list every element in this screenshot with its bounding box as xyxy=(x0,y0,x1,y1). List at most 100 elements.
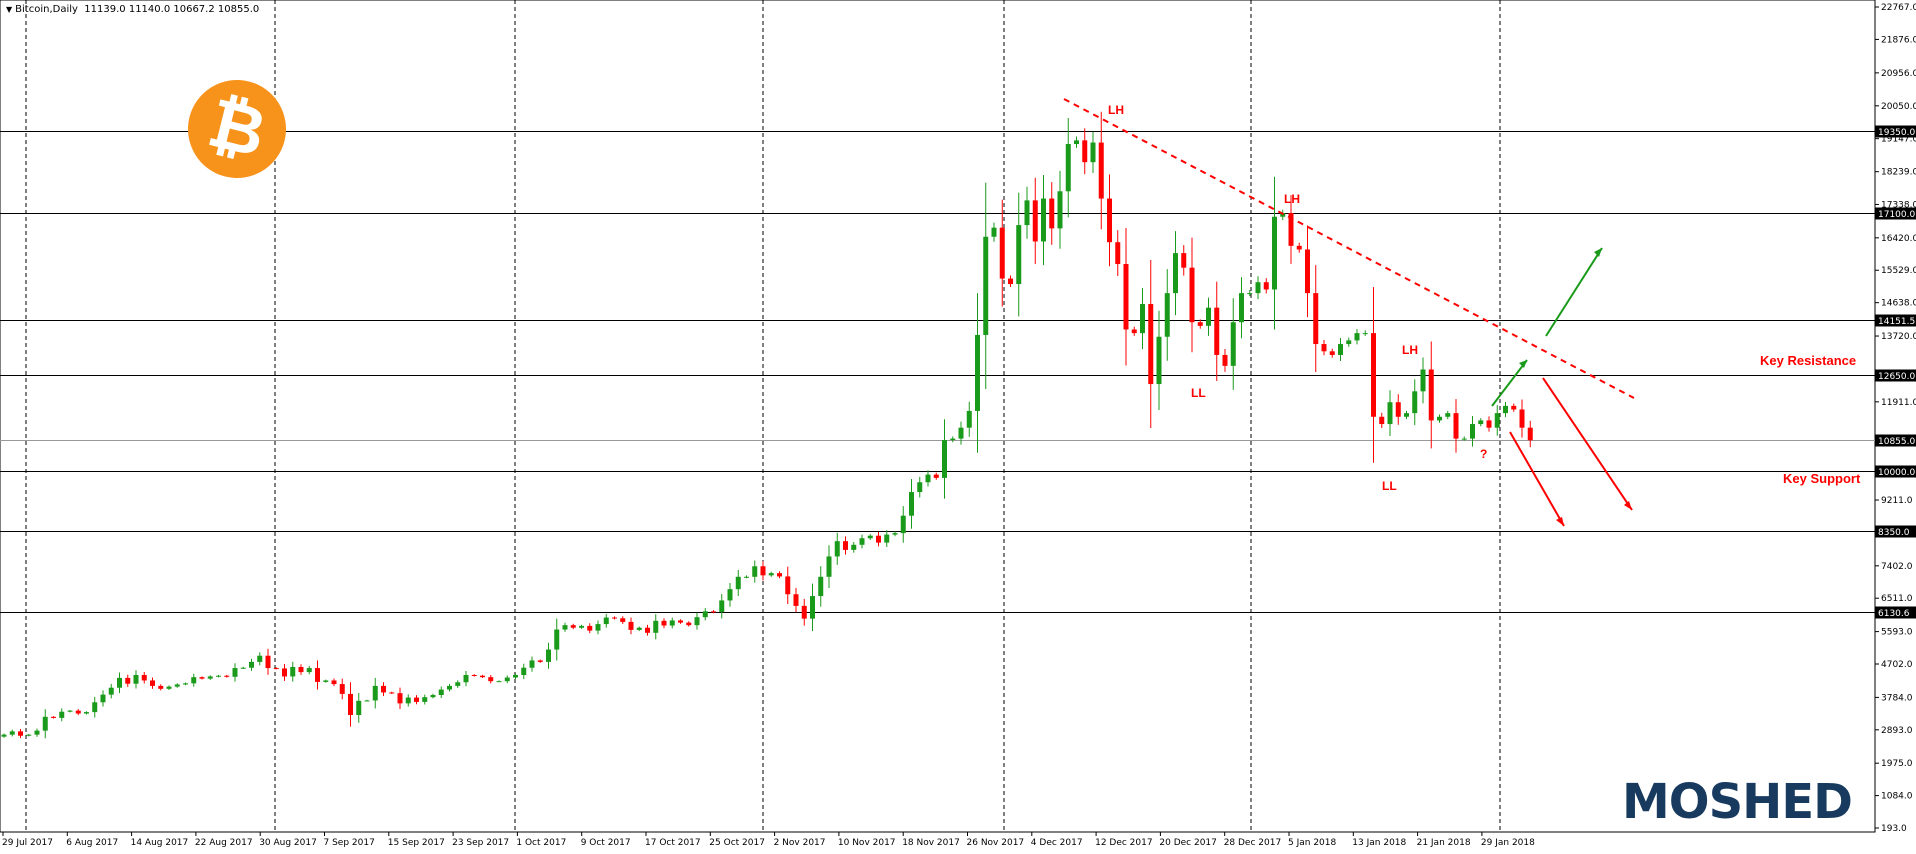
candle-body xyxy=(1338,344,1343,355)
candle-body xyxy=(1354,333,1360,341)
vertical-gridlines xyxy=(25,0,1501,832)
candle-body xyxy=(975,334,980,411)
x-tick-label: 26 Nov 2017 xyxy=(967,838,1025,848)
candle-body xyxy=(1148,304,1154,385)
label-key-support: Key Support xyxy=(1783,471,1861,486)
candle-body xyxy=(1420,369,1426,392)
candle-body xyxy=(463,674,469,683)
candle-body xyxy=(1049,198,1055,229)
candle-body xyxy=(1074,140,1079,145)
candle-body xyxy=(1206,307,1211,326)
candle-body xyxy=(315,668,320,682)
candle-body xyxy=(834,541,840,557)
candle-body xyxy=(438,689,444,695)
candle-body xyxy=(364,700,370,702)
x-tick-label: 30 Aug 2017 xyxy=(259,838,317,848)
candle-body xyxy=(199,677,205,679)
candle-body xyxy=(42,716,48,731)
candle-body xyxy=(133,674,139,684)
ohlc-readout: 11139.0 11140.0 10667.2 10855.0 xyxy=(84,4,260,15)
candle-body xyxy=(1255,282,1261,294)
candle-body xyxy=(183,683,188,685)
candle-body xyxy=(925,474,931,483)
candle-body xyxy=(1024,200,1030,226)
candle-body xyxy=(1090,142,1096,163)
candle-body xyxy=(735,576,741,590)
candle-body xyxy=(801,605,807,619)
x-tick-label: 22 Aug 2017 xyxy=(195,838,253,848)
y-tick-label: 17338.0 xyxy=(1881,200,1916,210)
candle-body xyxy=(1032,200,1038,242)
brand-name: MOSHED xyxy=(1622,774,1853,830)
candle-body xyxy=(1107,198,1112,243)
candle-body xyxy=(546,649,551,662)
y-tick-label: 21876.0 xyxy=(1881,35,1916,45)
candle-body xyxy=(207,676,213,679)
x-tick-label: 29 Jul 2017 xyxy=(2,838,53,848)
level-tag xyxy=(1875,125,1916,138)
candle-body xyxy=(348,693,353,716)
x-tick-label: 17 Oct 2017 xyxy=(645,838,701,848)
y-axis: 22767.0 21876.0 20956.0 20050.0 19147.0 18239… xyxy=(1875,3,1916,834)
y-tick-label: 7402.0 xyxy=(1881,562,1913,572)
candle-body xyxy=(999,227,1005,279)
y-tick-label: 3784.0 xyxy=(1881,693,1913,703)
candle-body xyxy=(1,734,7,737)
x-tick-label: 21 Jan 2018 xyxy=(1417,838,1471,848)
up-arrow-1 xyxy=(1491,359,1528,407)
candle-body xyxy=(1263,282,1269,290)
chart-header: ▼ Bitcoin,Daily 11139.0 11140.0 10667.2 1… xyxy=(6,4,259,15)
candle-body xyxy=(1329,351,1335,355)
candle-body xyxy=(529,660,535,668)
candle-body xyxy=(381,685,386,693)
label-lh-3: LH xyxy=(1402,343,1418,357)
annotations: LH LH LH LL LL ? Key Resistance Key Supp… xyxy=(1063,98,1861,527)
y-tick-label: 20956.0 xyxy=(1881,69,1916,79)
candle-body xyxy=(810,596,815,619)
x-tick-label: 2 Nov 2017 xyxy=(774,838,826,848)
candle-body xyxy=(496,681,502,683)
candle-body xyxy=(628,621,634,630)
candle-body xyxy=(298,666,304,673)
y-tick-label: 5593.0 xyxy=(1881,628,1913,638)
level-tag-label: 12650.0 xyxy=(1878,372,1915,382)
candle-body xyxy=(1412,391,1418,414)
candle-body xyxy=(744,576,749,578)
candle-body xyxy=(51,716,56,718)
candle-body xyxy=(1379,416,1385,425)
candle-body xyxy=(174,684,180,687)
candle-body xyxy=(1140,304,1145,334)
candle-body xyxy=(75,710,81,714)
candle-body xyxy=(1461,438,1467,440)
candle-body xyxy=(1247,293,1253,295)
candle-body xyxy=(9,731,15,735)
candle-body xyxy=(1404,413,1409,417)
down-arrow-2 xyxy=(1542,377,1633,511)
candle-body xyxy=(331,680,337,685)
candle-body xyxy=(694,617,700,626)
x-tick-label: 5 Jan 2018 xyxy=(1288,838,1336,848)
candle-body xyxy=(1519,409,1525,428)
candle-body xyxy=(554,629,560,650)
candle-body xyxy=(216,675,221,677)
y-tick-label: 22767.0 xyxy=(1881,3,1916,13)
candle-body xyxy=(579,625,584,628)
y-tick-label: 1975.0 xyxy=(1881,759,1913,769)
x-tick-label: 20 Dec 2017 xyxy=(1159,838,1217,848)
candle-body xyxy=(1313,293,1319,345)
dropdown-triangle-icon[interactable]: ▼ xyxy=(6,5,13,14)
level-tag xyxy=(1875,207,1916,220)
candle-body xyxy=(760,566,766,576)
candle-body xyxy=(224,675,230,677)
candle-body xyxy=(265,655,271,669)
candle-body xyxy=(678,620,683,623)
candle-body xyxy=(521,667,527,675)
x-tick-label: 4 Dec 2017 xyxy=(1031,838,1083,848)
level-tag xyxy=(1875,314,1916,327)
candle-body xyxy=(909,492,914,516)
candle-body xyxy=(1280,213,1286,217)
level-tag-label: 10855.0 xyxy=(1878,437,1915,447)
candle-body xyxy=(356,700,362,716)
x-tick-label: 9 Oct 2017 xyxy=(581,838,631,848)
